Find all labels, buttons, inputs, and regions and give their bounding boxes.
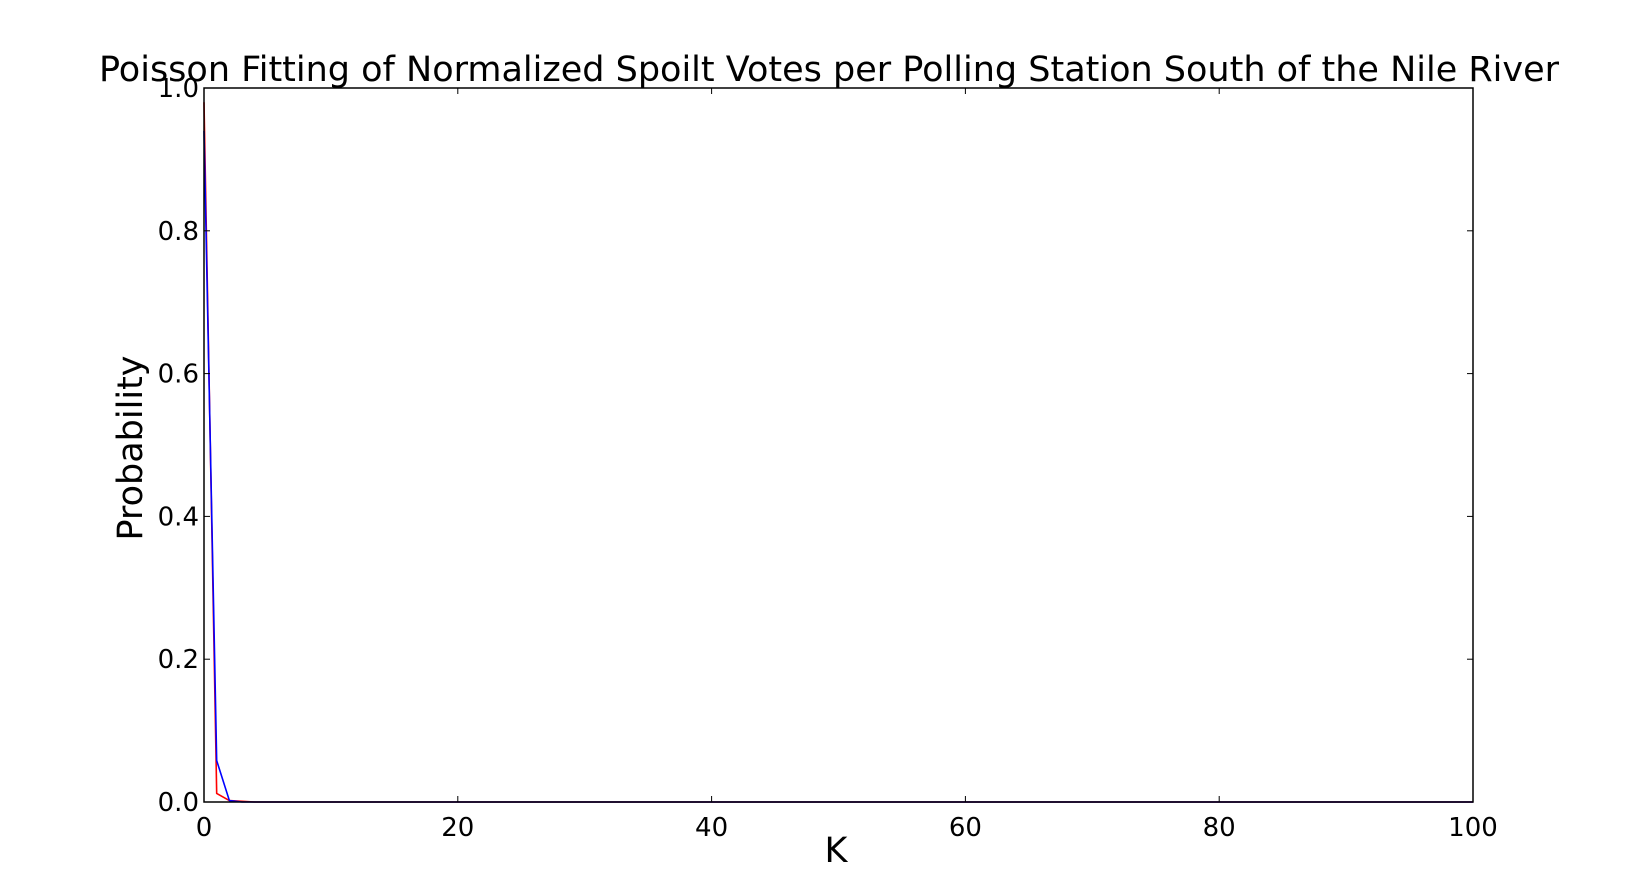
y-axis-ticks: 0.0 0.2 0.4 0.6 0.8 1.0 [158,74,1473,818]
x-tick-label: 100 [1448,813,1498,843]
y-tick-label: 0.4 [158,502,199,532]
y-tick-label: 1.0 [158,74,199,104]
x-axis-label: K [825,831,849,871]
x-tick-label: 20 [441,813,474,843]
y-tick-label: 0.6 [158,360,199,390]
y-tick-label: 0.2 [158,645,199,675]
plot-frame [203,87,1474,803]
x-axis-ticks: 0 20 40 60 80 100 [196,88,1498,843]
x-tick-label: 60 [949,813,982,843]
y-tick-label: 0.0 [158,788,199,818]
y-tick-label: 0.8 [158,217,199,247]
x-tick-label: 80 [1203,813,1236,843]
y-axis-label: Probability [111,355,151,540]
chart-title: Poisson Fitting of Normalized Spoilt Vot… [99,50,1560,90]
x-tick-label: 40 [695,813,728,843]
x-tick-label: 0 [196,813,213,843]
